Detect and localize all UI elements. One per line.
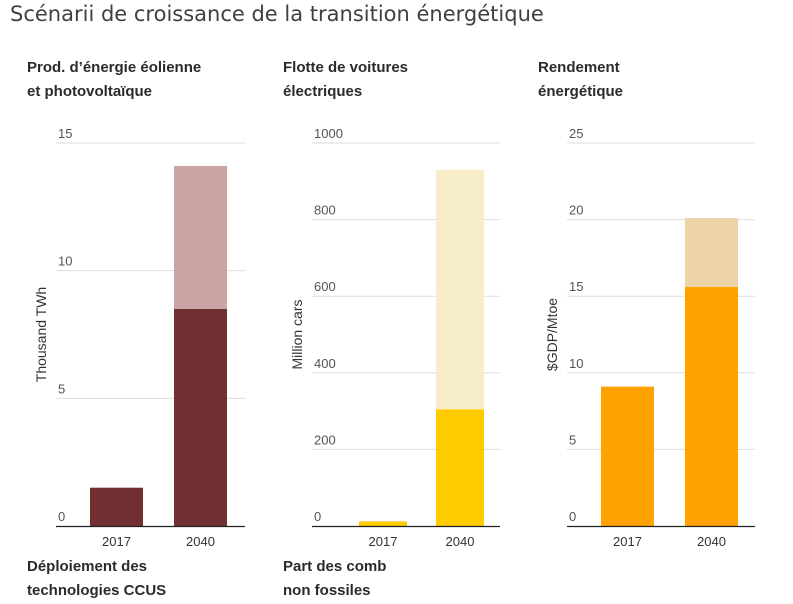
y-tick-label: 25 (569, 126, 583, 141)
y-tick-label: 5 (569, 432, 576, 447)
y-axis-title: Thousand TWh (33, 287, 49, 382)
y-tick-label: 15 (58, 126, 72, 141)
bar-base-2040 (174, 308, 227, 526)
y-tick-label: 15 (569, 279, 583, 294)
chart-title-wind-solar: Prod. d’énergie éolienne et photovoltaïq… (27, 56, 201, 104)
next-chart-title-line-1: Déploiement des (27, 558, 148, 575)
y-tick-label: 5 (58, 381, 65, 396)
bar-extension-2040 (174, 165, 227, 309)
chart-title-line-1: Prod. d’énergie éolienne (27, 59, 202, 76)
y-tick-label: 20 (569, 203, 583, 218)
next-chart-title-non-fossil: Part des comb non fossiles (283, 555, 386, 603)
next-chart-title-line-2: technologies CCUS (27, 582, 167, 599)
chart-electric-cars: 0 200 400 600 800 1000 Million cars 2017 2040 (289, 126, 500, 549)
y-axis-title: Million cars (289, 299, 305, 369)
bar-base-2040 (436, 409, 484, 526)
bar-base-2017 (601, 386, 654, 526)
bar-extension-2040 (685, 218, 738, 288)
y-tick-label: 0 (58, 509, 65, 524)
next-chart-title-line-2: non fossiles (283, 582, 371, 599)
chart-title-efficiency: Rendement énergétique (538, 56, 623, 104)
y-tick-label: 200 (314, 432, 336, 447)
bar-base-2017 (90, 487, 143, 526)
bar-base-2017 (359, 521, 407, 526)
y-tick-label: 0 (314, 509, 321, 524)
x-tick-label: 2040 (697, 534, 726, 549)
bar-base-2040 (685, 287, 738, 526)
chart-efficiency: 0 5 10 15 20 25 $GDP/Mtoe 2017 2040 (544, 126, 755, 549)
next-chart-title-ccus: Déploiement des technologies CCUS (27, 555, 166, 603)
chart-title-line-2: énergétique (538, 83, 624, 100)
x-tick-label: 2017 (613, 534, 642, 549)
chart-title-line-2: et photovoltaïque (27, 83, 152, 100)
x-tick-label: 2040 (446, 534, 475, 549)
y-axis-title: $GDP/Mtoe (544, 298, 560, 371)
chart-title-electric-cars: Flotte de voitures électriques (283, 56, 408, 104)
y-tick-label: 10 (569, 356, 583, 371)
y-tick-label: 10 (58, 254, 72, 269)
x-tick-label: 2017 (369, 534, 398, 549)
next-chart-title-line-1: Part des comb (283, 558, 387, 575)
y-tick-label: 800 (314, 203, 336, 218)
chart-wind-solar: 0 5 10 15 Thousand TWh 2017 2040 (33, 126, 245, 549)
y-tick-label: 600 (314, 279, 336, 294)
chart-title-line-1: Flotte de voitures (283, 59, 409, 76)
x-tick-label: 2017 (102, 534, 131, 549)
y-tick-label: 0 (569, 509, 576, 524)
chart-title-line-1: Rendement (538, 59, 620, 76)
x-tick-label: 2040 (186, 534, 215, 549)
page-title: Scénarii de croissance de la transition … (10, 2, 544, 26)
bar-extension-2040 (436, 169, 484, 410)
y-tick-label: 1000 (314, 126, 343, 141)
chart-title-line-2: électriques (283, 83, 363, 100)
y-tick-label: 400 (314, 356, 336, 371)
